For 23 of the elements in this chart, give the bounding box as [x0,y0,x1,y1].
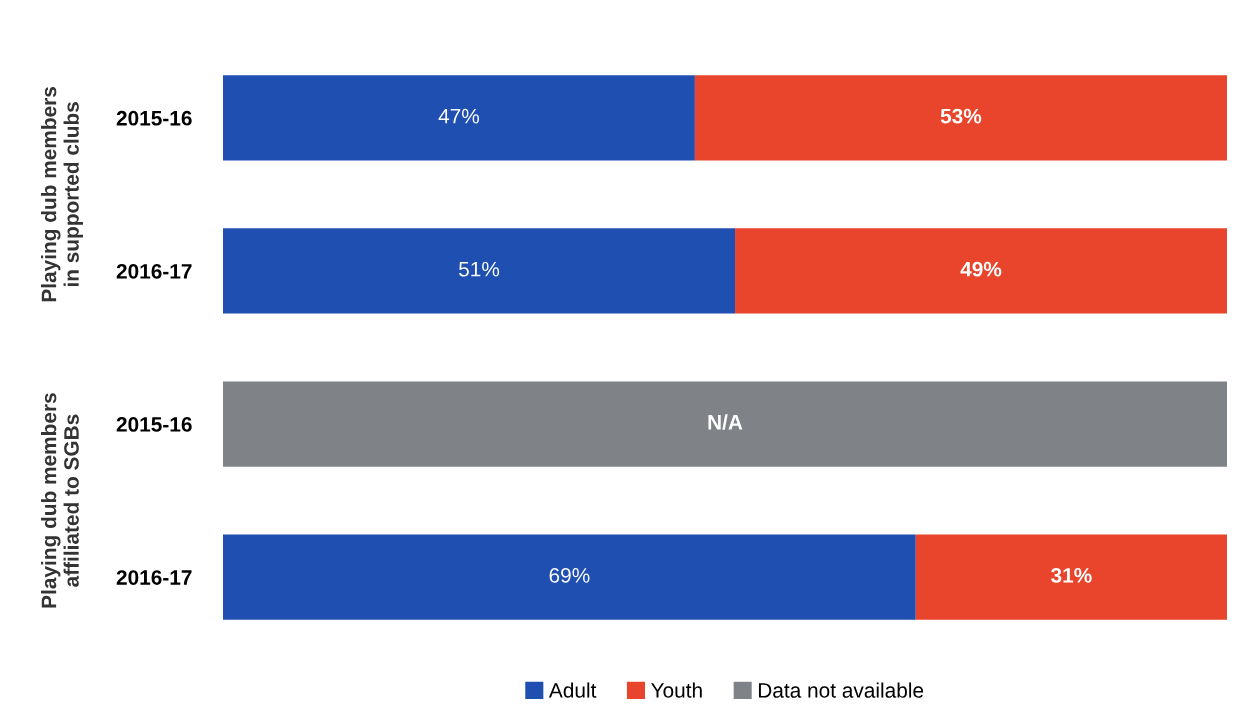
bar [223,228,736,314]
data-label: 49% [960,261,1002,277]
bar [223,381,1227,467]
legend-label: Youth [651,682,702,698]
data-label: N/A [708,414,743,430]
data-label: 69% [549,567,590,583]
y-tick-label: 2016-17 [116,570,192,585]
bar [223,75,695,161]
text: Playing dub members affiliated to SGBs [41,393,79,608]
data-label: 47% [438,108,480,124]
bar [735,228,1227,314]
bar [915,534,1227,620]
bar [694,75,1227,161]
legend-label: Data not available [758,682,924,698]
data-label: 53% [940,108,982,124]
data-label: 31% [1051,567,1092,583]
y-tick-label: 2015-16 [116,110,192,126]
legend-label: Adult [548,682,597,698]
data-label: 51% [459,261,500,277]
y-tick-label: 2016-17 [116,263,192,279]
text: Playing dub members in supported clubs [41,87,83,302]
bar [223,534,916,620]
y-tick-label: 2015-16 [116,417,192,432]
